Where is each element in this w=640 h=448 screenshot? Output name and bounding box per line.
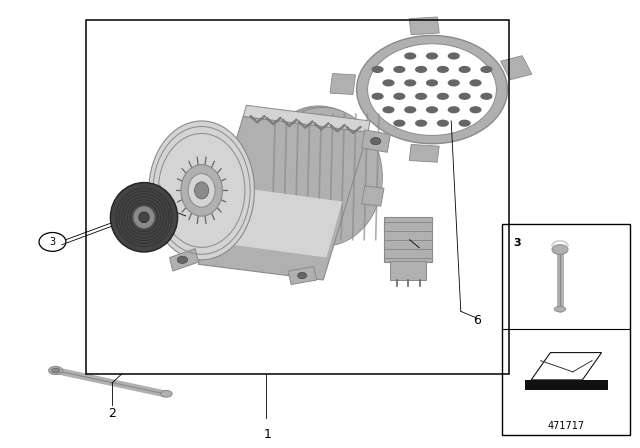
Ellipse shape	[180, 165, 223, 216]
Ellipse shape	[459, 120, 471, 127]
Bar	[409, 144, 439, 162]
Polygon shape	[211, 186, 342, 258]
Polygon shape	[362, 130, 390, 152]
Polygon shape	[314, 122, 330, 130]
Text: 6: 6	[473, 314, 481, 327]
Ellipse shape	[437, 93, 449, 100]
Polygon shape	[198, 116, 368, 280]
Ellipse shape	[554, 306, 566, 312]
Ellipse shape	[448, 79, 460, 86]
Polygon shape	[282, 119, 298, 127]
Ellipse shape	[404, 52, 417, 60]
Ellipse shape	[259, 106, 378, 245]
Polygon shape	[170, 249, 198, 271]
Ellipse shape	[459, 66, 471, 73]
Bar	[86, 20, 509, 374]
Ellipse shape	[481, 93, 493, 100]
Bar	[330, 73, 355, 95]
Ellipse shape	[383, 79, 395, 86]
Ellipse shape	[394, 93, 406, 100]
Text: 3: 3	[513, 238, 521, 248]
Ellipse shape	[49, 366, 63, 375]
Ellipse shape	[426, 106, 438, 113]
Ellipse shape	[262, 107, 380, 246]
Ellipse shape	[372, 93, 384, 100]
Ellipse shape	[367, 44, 497, 135]
Ellipse shape	[111, 183, 178, 252]
Ellipse shape	[383, 106, 395, 113]
Text: 3: 3	[49, 237, 56, 247]
Ellipse shape	[356, 35, 508, 144]
Ellipse shape	[415, 66, 428, 73]
Ellipse shape	[415, 120, 428, 127]
Bar	[384, 217, 432, 262]
Polygon shape	[141, 185, 160, 196]
Bar	[502, 224, 630, 435]
Ellipse shape	[195, 182, 209, 199]
Bar	[390, 261, 426, 280]
Bar	[500, 56, 532, 80]
Circle shape	[177, 256, 188, 263]
Polygon shape	[288, 267, 317, 284]
Ellipse shape	[133, 206, 155, 228]
Polygon shape	[266, 117, 282, 125]
Ellipse shape	[415, 93, 428, 100]
Ellipse shape	[448, 52, 460, 60]
Polygon shape	[298, 121, 314, 129]
Ellipse shape	[459, 93, 471, 100]
Ellipse shape	[264, 108, 383, 246]
Ellipse shape	[448, 106, 460, 113]
Ellipse shape	[426, 79, 438, 86]
Ellipse shape	[404, 106, 417, 113]
Ellipse shape	[481, 66, 493, 73]
Text: 2: 2	[108, 407, 116, 420]
Ellipse shape	[404, 79, 417, 86]
Ellipse shape	[372, 66, 384, 73]
Ellipse shape	[188, 174, 215, 207]
Ellipse shape	[470, 79, 482, 86]
Ellipse shape	[394, 120, 406, 127]
Ellipse shape	[52, 368, 60, 373]
Ellipse shape	[394, 66, 406, 73]
Polygon shape	[346, 126, 362, 134]
Polygon shape	[362, 186, 384, 206]
Ellipse shape	[437, 66, 449, 73]
Polygon shape	[330, 124, 346, 132]
Polygon shape	[531, 353, 602, 380]
Circle shape	[371, 138, 381, 145]
Ellipse shape	[139, 212, 149, 223]
Ellipse shape	[161, 391, 172, 397]
Polygon shape	[243, 105, 370, 132]
Ellipse shape	[437, 120, 449, 127]
Ellipse shape	[552, 245, 568, 254]
Text: 1: 1	[264, 428, 271, 441]
Text: 4: 4	[415, 244, 423, 258]
Circle shape	[298, 272, 307, 279]
Ellipse shape	[426, 52, 438, 60]
Ellipse shape	[470, 106, 482, 113]
Text: 471717: 471717	[548, 422, 585, 431]
Ellipse shape	[148, 121, 255, 260]
Bar	[525, 380, 608, 390]
Bar	[409, 17, 439, 35]
Polygon shape	[250, 115, 266, 123]
Text: 5: 5	[159, 193, 167, 206]
